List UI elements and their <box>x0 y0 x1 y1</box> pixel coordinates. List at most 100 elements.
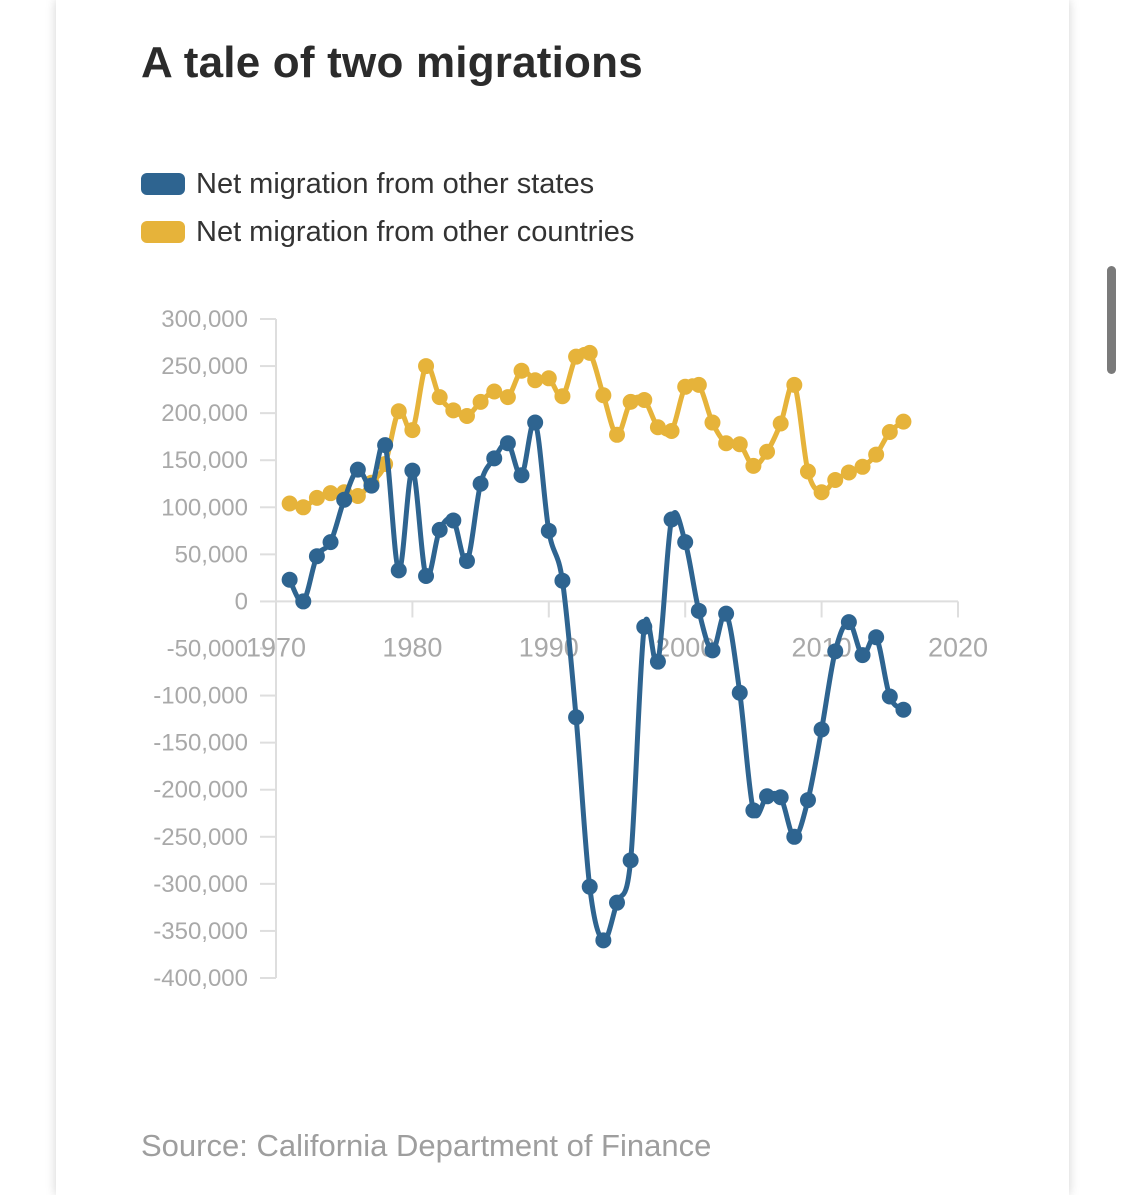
data-point-states <box>377 437 394 454</box>
x-tick-label: 1980 <box>382 632 442 662</box>
data-point-states <box>540 522 557 539</box>
data-point-states <box>731 684 748 701</box>
data-point-states <box>799 792 816 809</box>
data-point-states <box>772 789 789 806</box>
data-point-countries <box>568 348 585 365</box>
data-point-countries <box>554 388 571 405</box>
data-point-countries <box>418 358 435 375</box>
data-point-countries <box>595 387 612 404</box>
series-line-countries <box>287 346 906 510</box>
data-point-countries <box>445 402 462 419</box>
data-point-countries <box>799 463 816 480</box>
data-point-countries <box>458 407 475 424</box>
data-point-states <box>677 534 694 551</box>
vertical-scrollbar[interactable] <box>1107 266 1116 374</box>
data-point-countries <box>609 426 625 443</box>
data-point-countries <box>295 499 312 516</box>
data-point-countries <box>308 489 325 506</box>
data-point-states <box>595 932 612 949</box>
data-point-states <box>322 534 339 551</box>
y-tick-label: 150,000 <box>161 447 248 474</box>
y-tick-label: -350,000 <box>153 918 248 945</box>
y-tick-label: 100,000 <box>161 494 248 521</box>
data-point-states <box>622 852 639 869</box>
data-point-states <box>499 435 516 452</box>
legend-swatch-countries <box>141 221 185 243</box>
data-point-countries <box>431 389 448 406</box>
data-point-states <box>554 572 571 589</box>
data-point-states <box>868 629 885 646</box>
data-point-countries <box>745 457 762 474</box>
data-point-countries <box>281 495 298 512</box>
data-point-states <box>663 511 680 528</box>
data-point-countries <box>677 378 694 395</box>
data-point-countries <box>649 419 666 436</box>
data-point-countries <box>786 376 803 393</box>
data-point-states <box>445 512 462 529</box>
y-tick-label: -250,000 <box>153 824 248 851</box>
y-tick-label: -400,000 <box>153 965 248 992</box>
data-point-countries <box>581 344 598 361</box>
y-tick-label: -300,000 <box>153 871 248 898</box>
data-point-countries <box>390 403 407 420</box>
data-point-countries <box>827 471 844 488</box>
data-point-states <box>513 467 530 484</box>
data-point-countries <box>881 423 898 440</box>
y-tick-label: 0 <box>235 588 248 615</box>
data-point-states <box>609 894 625 911</box>
data-point-countries <box>322 485 339 502</box>
data-point-states <box>840 614 857 631</box>
legend-item-states: Net migration from other states <box>141 160 634 208</box>
y-tick-label: 300,000 <box>161 306 248 333</box>
chart-title: A tale of two migrations <box>141 38 643 87</box>
data-point-states <box>458 552 475 569</box>
y-tick-label: 50,000 <box>175 541 248 568</box>
data-point-states <box>390 562 407 579</box>
data-point-states <box>336 491 353 508</box>
data-point-countries <box>759 443 776 460</box>
data-point-states <box>718 605 735 622</box>
data-point-states <box>581 878 598 895</box>
data-point-states <box>349 461 366 478</box>
data-point-countries <box>404 422 421 439</box>
data-point-countries <box>704 414 721 431</box>
legend-swatch-states <box>141 173 185 195</box>
data-point-countries <box>527 372 544 389</box>
data-point-states <box>690 602 707 619</box>
y-tick-label: 250,000 <box>161 353 248 380</box>
data-point-states <box>786 828 803 845</box>
x-tick-label: 1970 <box>246 632 306 662</box>
data-point-states <box>472 475 489 492</box>
data-point-countries <box>636 391 653 408</box>
data-point-countries <box>690 376 707 393</box>
data-point-states <box>881 688 898 705</box>
series-line-states <box>287 419 906 943</box>
data-point-countries <box>663 423 680 440</box>
data-point-states <box>895 701 912 718</box>
data-point-states <box>431 521 448 538</box>
y-tick-label: -200,000 <box>153 777 248 804</box>
data-point-states <box>363 477 380 494</box>
data-point-states <box>745 802 762 819</box>
data-point-countries <box>731 436 748 453</box>
data-point-countries <box>895 413 912 430</box>
legend-label-states: Net migration from other states <box>196 167 595 200</box>
data-point-states <box>404 462 421 479</box>
data-point-countries <box>622 393 639 410</box>
chart-legend: Net migration from other states Net migr… <box>141 160 634 256</box>
data-point-countries <box>472 393 489 410</box>
y-tick-label: -150,000 <box>153 730 248 757</box>
y-tick-label: -100,000 <box>153 683 248 710</box>
data-point-states <box>813 721 830 738</box>
data-point-countries <box>540 370 557 387</box>
data-point-states <box>281 571 298 588</box>
data-point-states <box>568 709 585 726</box>
y-tick-label: 200,000 <box>161 400 248 427</box>
data-point-states <box>636 618 653 635</box>
data-point-states <box>649 653 666 670</box>
data-point-states <box>827 643 844 660</box>
data-point-states <box>308 548 325 565</box>
x-tick-label: 2020 <box>928 632 988 662</box>
data-point-states <box>486 450 503 467</box>
source-note: Source: California Department of Finance <box>141 1128 712 1163</box>
